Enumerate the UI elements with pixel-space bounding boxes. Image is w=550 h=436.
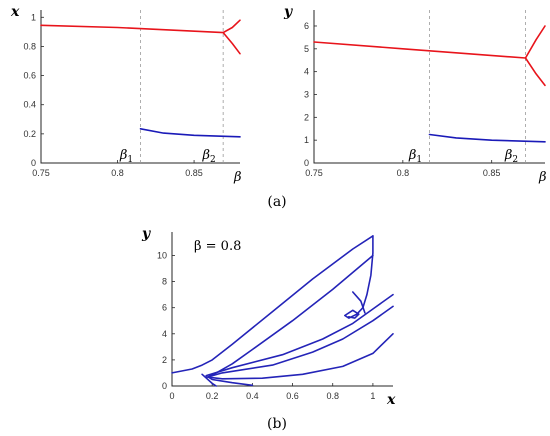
x-axis-label: x [386,392,396,408]
x-tick-label: 0.75 [305,168,323,178]
series-line [205,293,394,377]
x-tick-label: 0.85 [483,168,501,178]
series-line [222,19,241,34]
x-axis-label: β [233,170,242,185]
x-tick-label: 0.6 [286,391,299,401]
series-line [352,291,366,314]
panel-b: 0 2 4 6 8 10 0 0.2 0.4 0.6 0.8 1 y x β = 0.8 [141,226,396,408]
critical-value-label-subscript: 2 [210,155,216,165]
y-tick-label: 4 [304,67,309,77]
series-line [222,31,241,55]
series-line [205,333,394,380]
critical-value-label: β2 [202,148,216,165]
caption-a: (a) [267,194,286,210]
y-tick-label: 0.2 [23,129,36,139]
critical-value-label: β1 [408,148,422,165]
y-tick-label: 0 [31,158,36,168]
series-line [171,235,374,374]
y-tick-label: 2 [304,112,309,122]
y-tick-label: 0.8 [23,41,36,51]
y-tick-label: 5 [304,44,309,54]
critical-value-label-symbol: β [408,148,417,163]
x-tick-label: 0.75 [32,168,50,178]
y-tick-label: 6 [162,303,167,313]
y-tick-label: 8 [162,277,167,287]
caption-b: (b) [267,416,287,432]
critical-value-label-symbol: β [119,148,128,163]
critical-value-label: β1 [119,148,133,165]
y-tick-label: 2 [162,355,167,365]
y-tick-label: 6 [304,21,309,31]
series-line [344,235,374,319]
x-tick-label: 0.8 [326,391,339,401]
y-tick-label: 10 [157,250,167,260]
critical-value-label-symbol: β [504,148,513,163]
series-line [40,24,224,34]
critical-value-label: β2 [504,148,518,165]
x-tick-label: 0.2 [206,391,219,401]
y-tick-label: 0 [304,158,309,168]
y-tick-label: 0.4 [23,100,36,110]
series-line [428,133,546,143]
x-axis-label: β [538,170,547,185]
series-line [313,41,527,59]
y-axis-label: x [10,4,20,20]
x-tick-label: 1 [370,391,375,401]
axis-lines [40,10,240,164]
series-line [201,373,217,387]
y-axis-label: y [283,4,293,20]
series-line [524,57,546,87]
x-tick-label: 0 [169,391,174,401]
y-tick-label: 4 [162,329,167,339]
y-tick-label: 3 [304,89,309,99]
y-tick-label: 0 [162,381,167,391]
series-line [207,305,394,378]
y-tick-label: 1 [304,135,309,145]
x-tick-label: 0.8 [111,168,124,178]
x-tick-label: 0.8 [397,168,410,178]
x-tick-label: 0.4 [246,391,259,401]
y-tick-label: 1 [31,12,36,22]
critical-value-label-subscript: 1 [416,155,422,165]
critical-value-label-subscript: 1 [127,155,133,165]
series-line [524,25,546,59]
series-line [139,128,241,138]
critical-value-label-subscript: 2 [512,155,518,165]
beta-annotation: β = 0.8 [194,239,241,254]
y-axis-label: y [141,226,151,242]
series-line [207,254,374,387]
x-tick-label: 0.85 [185,168,203,178]
y-tick-label: 0.6 [23,71,36,81]
critical-value-label-symbol: β [202,148,211,163]
